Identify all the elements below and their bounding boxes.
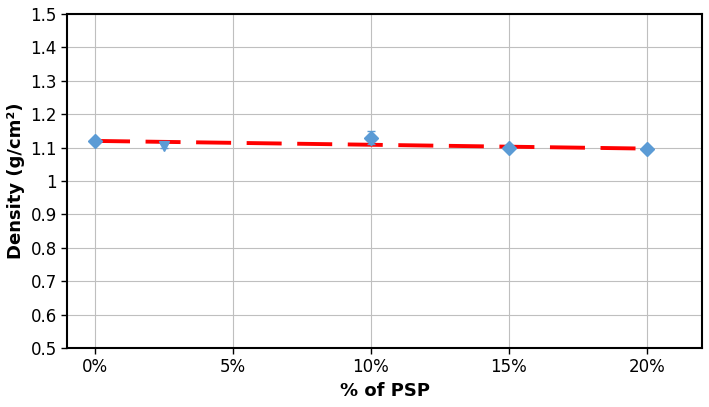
- X-axis label: % of PSP: % of PSP: [340, 382, 430, 400]
- Y-axis label: Density (g/cm²): Density (g/cm²): [7, 103, 25, 259]
